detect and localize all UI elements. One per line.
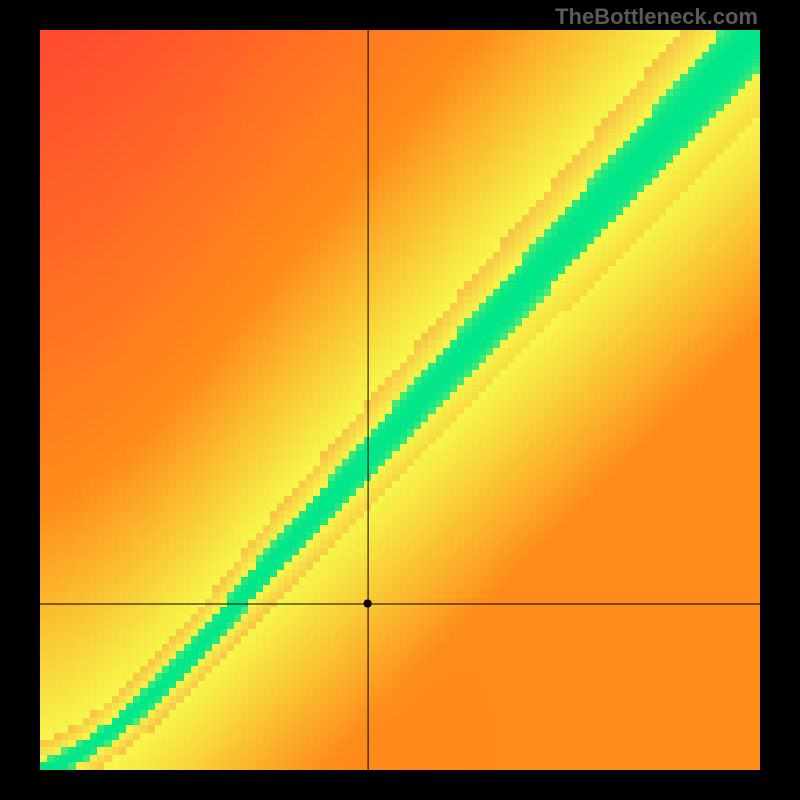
bottleneck-heatmap <box>40 30 760 770</box>
watermark-text: TheBottleneck.com <box>555 4 758 30</box>
